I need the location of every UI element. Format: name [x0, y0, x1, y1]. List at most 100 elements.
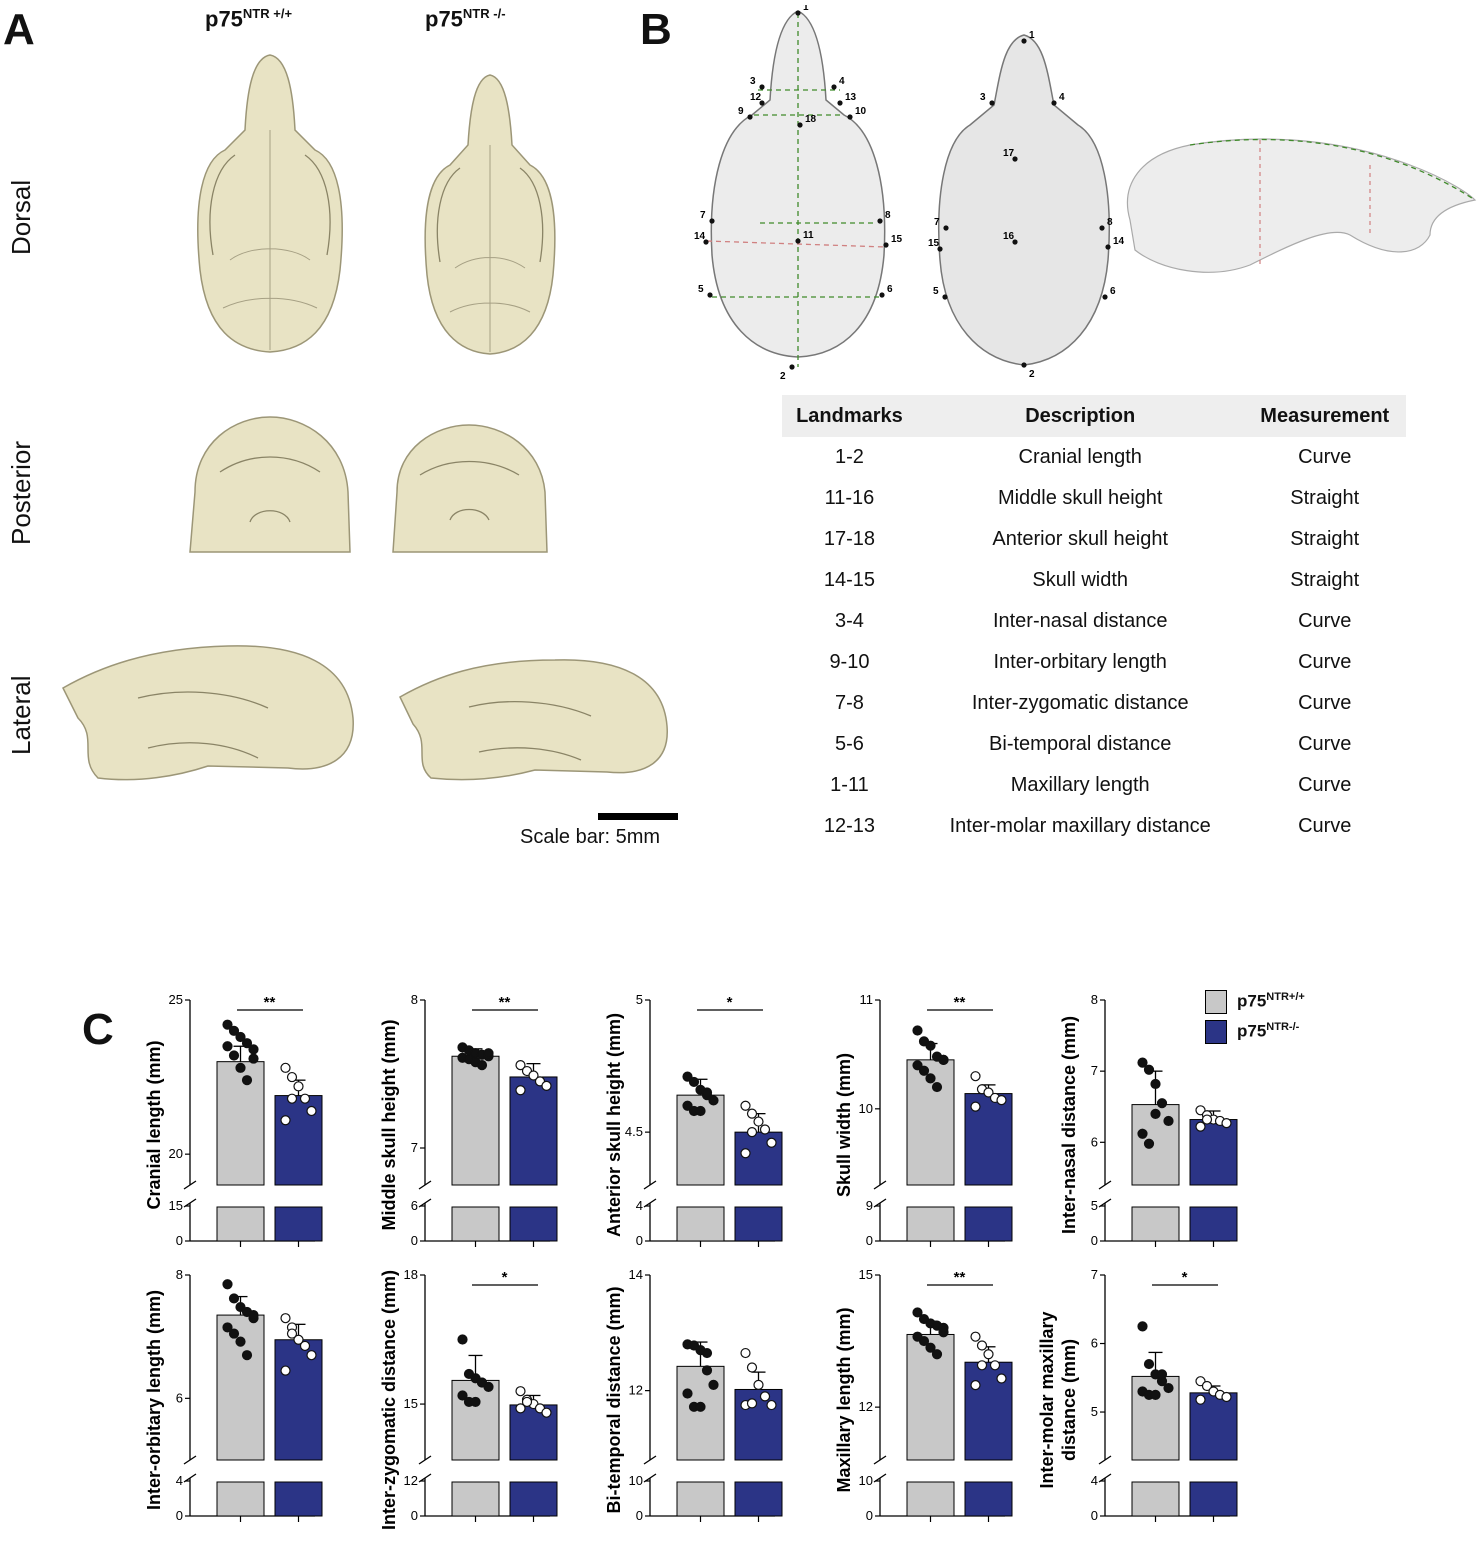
y-tick-label: 6: [411, 1198, 418, 1213]
data-point-ko: [970, 1380, 981, 1391]
landmark-pair: 7-8: [835, 692, 864, 714]
y-axis-label: Inter-zygomatic distance (mm): [379, 1270, 399, 1530]
y-axis-label: Inter-molar maxillary distance (mm): [1037, 1311, 1079, 1488]
y-tick-label: 12: [859, 1399, 873, 1414]
y-tick-label: 0: [411, 1508, 418, 1523]
y-tick-label: 5: [1091, 1198, 1098, 1213]
landmark-description: Middle skull height: [997, 487, 1163, 509]
landmark-row: 14-15 Skull width Straight: [782, 560, 1406, 601]
data-point-ko: [515, 1085, 526, 1096]
skull-lateral-wt: [62, 645, 354, 781]
landmark-point-label: 10: [855, 106, 867, 117]
landmark-point: [877, 218, 883, 224]
y-tick-label: 15: [859, 1267, 873, 1282]
data-point-ko: [740, 1347, 751, 1359]
y-tick-label: 6: [1091, 1134, 1098, 1149]
data-point-wt: [695, 1401, 706, 1412]
data-point-wt: [228, 1293, 240, 1304]
bar-wt: [676, 1365, 725, 1461]
bar-wt: [451, 1055, 500, 1186]
bar-ko: [509, 1404, 558, 1461]
landmark-pair: 11-16: [824, 487, 875, 509]
landmark-description: Inter-molar maxillary distance: [949, 815, 1211, 837]
axis-break: [183, 1180, 197, 1190]
landmark-point-label: 18: [805, 114, 817, 125]
landmark-measurement: Curve: [1298, 651, 1352, 673]
data-point-ko: [746, 1362, 758, 1373]
landmark-point: [1012, 239, 1018, 245]
landmark-point: [797, 122, 803, 128]
landmark-point-label: 8: [885, 210, 891, 221]
landmark-measurement: Curve: [1298, 774, 1352, 796]
landmark-point-label: 1: [803, 5, 809, 13]
landmark-point-label: 12: [750, 92, 762, 103]
data-point-wt: [1137, 1128, 1148, 1139]
bar-wt-lower: [451, 1481, 500, 1517]
landmark-point: [759, 100, 765, 106]
landmark-point-label: 1: [1029, 30, 1035, 41]
y-tick-label: 10: [629, 1473, 643, 1488]
bar-ko: [509, 1076, 558, 1186]
y-tick-label: 4: [176, 1473, 183, 1488]
significance-stars: *: [1182, 1269, 1188, 1286]
data-point-ko: [766, 1399, 777, 1411]
bar-wt-lower: [216, 1481, 265, 1517]
data-point-wt: [931, 1081, 943, 1093]
landmark-description: Inter-zygomatic distance: [971, 692, 1189, 714]
bar-wt: [216, 1061, 265, 1186]
data-point-wt: [1163, 1382, 1174, 1394]
y-tick-label: 6: [1091, 1336, 1098, 1351]
landmark-row: 3-4 Inter-nasal distance Curve: [782, 601, 1406, 642]
y-tick-label: 0: [176, 1233, 183, 1248]
data-point-wt: [918, 1335, 930, 1347]
y-axis-label-line: Maxillary length (mm): [834, 1307, 854, 1492]
y-axis-label: Inter-nasal distance (mm): [1059, 1016, 1079, 1234]
landmark-description: Bi-temporal distance: [989, 733, 1172, 755]
landmark-point-label: 3: [980, 92, 986, 103]
landmark-point-label: 6: [887, 284, 893, 295]
data-point-wt: [1156, 1098, 1168, 1109]
y-axis-label-line: Inter-orbitary length (mm): [144, 1290, 164, 1510]
y-axis-label: Skull width (mm): [834, 1053, 854, 1197]
data-point-ko: [280, 1115, 291, 1126]
landmark-point: [831, 84, 837, 90]
y-tick-label: 4.5: [625, 1124, 643, 1139]
header-description: Description: [916, 395, 1244, 437]
bar-ko-lower: [964, 1481, 1013, 1517]
y-tick-label: 5: [636, 992, 643, 1007]
data-point-wt: [1143, 1138, 1155, 1149]
y-tick-label: 18: [404, 1267, 418, 1282]
data-point-wt: [701, 1365, 713, 1376]
landmark-point: [1021, 362, 1027, 368]
y-tick-label: 0: [866, 1508, 873, 1523]
landmark-point: [943, 225, 949, 231]
significance-stars: **: [499, 994, 511, 1011]
landmark-table-header: Landmarks Description Measurement: [782, 395, 1406, 437]
data-point-wt: [222, 1041, 233, 1052]
landmark-row: 1-2 Cranial length Curve: [782, 437, 1406, 478]
bar-wt-lower: [216, 1206, 265, 1242]
y-tick-label: 7: [1091, 1063, 1098, 1078]
landmark-point-label: 14: [694, 231, 706, 242]
data-point-ko: [521, 1396, 533, 1408]
data-point-ko: [515, 1386, 526, 1397]
landmark-point-label: 11: [803, 230, 814, 241]
y-tick-label: 0: [411, 1233, 418, 1248]
y-tick-label: 0: [636, 1508, 643, 1523]
bar-wt-lower: [451, 1206, 500, 1242]
landmark-point: [703, 239, 709, 245]
data-point-wt: [688, 1076, 700, 1088]
significance-stars: *: [727, 994, 733, 1011]
bar-wt-lower: [906, 1481, 955, 1517]
data-point-ko: [1221, 1391, 1232, 1403]
y-tick-label: 7: [411, 1140, 418, 1155]
data-point-wt: [1150, 1389, 1161, 1401]
axis-break: [873, 1455, 887, 1465]
landmark-point-label: 4: [1059, 92, 1065, 103]
data-point-ko: [996, 1373, 1007, 1384]
bar-ko: [734, 1388, 783, 1461]
data-point-wt: [248, 1044, 259, 1055]
data-point-wt: [1143, 1358, 1155, 1370]
landmark-point: [1012, 156, 1018, 162]
data-point-wt: [228, 1050, 240, 1061]
